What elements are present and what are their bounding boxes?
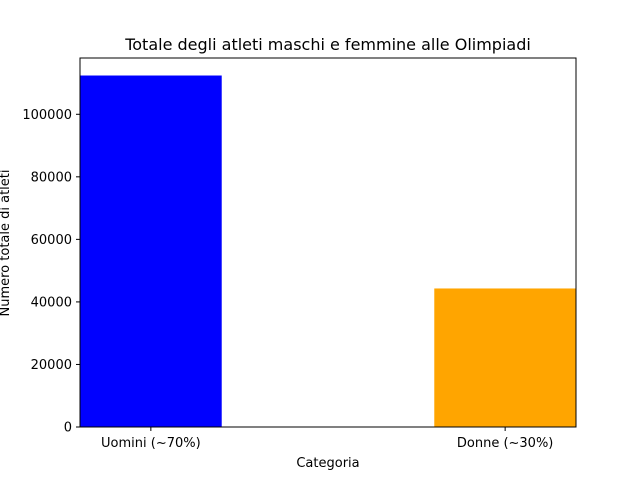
bars-group: [80, 75, 576, 427]
x-tick-label-0: Uomini (~70%): [101, 436, 201, 451]
x-tick-label-1: Donne (~30%): [457, 436, 554, 451]
y-tick-label-4: 80000: [31, 170, 72, 185]
y-tick-label-0: 0: [64, 421, 72, 436]
y-tick-label-5: 100000: [22, 108, 72, 123]
y-axis: 0 20000 40000 60000 80000 100000: [22, 108, 80, 436]
x-axis-label: Categoria: [296, 456, 359, 471]
bar-1: [434, 288, 576, 427]
y-axis-label: Numero totale di atleti: [0, 169, 13, 316]
plot-frame: [79, 57, 577, 428]
x-axis: Uomini (~70%) Donne (~30%): [101, 427, 553, 451]
y-tick-label-1: 20000: [31, 358, 72, 373]
bar-0: [80, 75, 222, 427]
y-tick-label-2: 40000: [31, 295, 72, 310]
y-tick-label-3: 60000: [31, 233, 72, 248]
chart-title: Totale degli atleti maschi e femmine all…: [124, 35, 531, 54]
